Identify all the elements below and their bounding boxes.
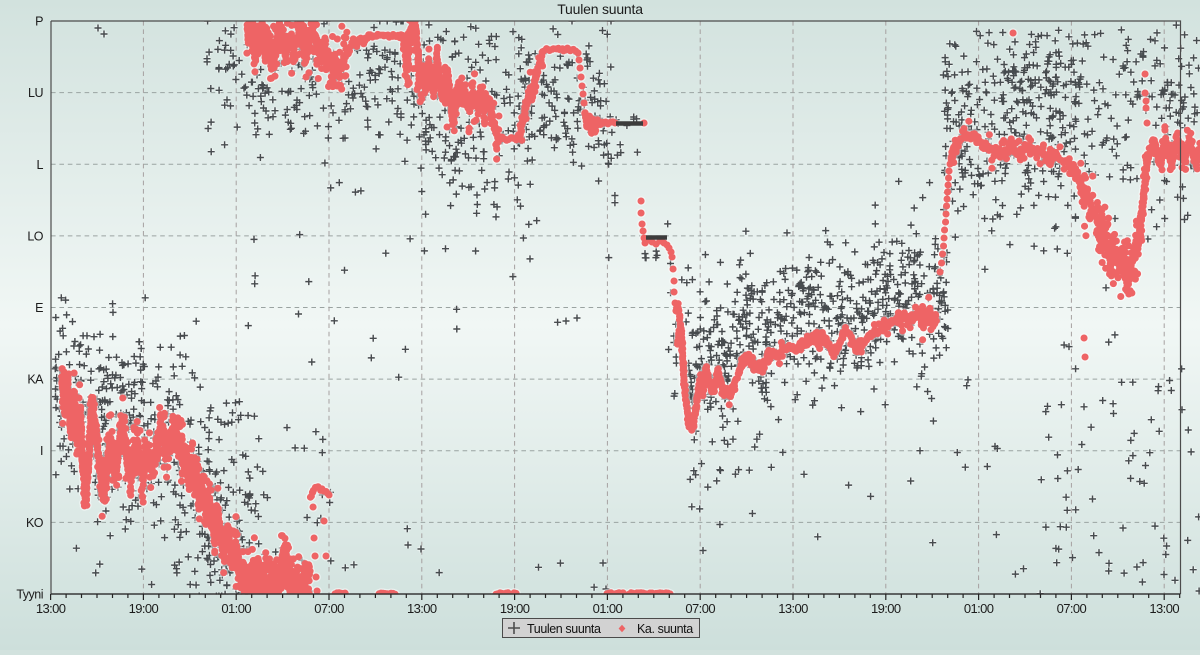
svg-text:E: E [35, 301, 43, 315]
svg-text:07:00: 07:00 [685, 601, 715, 616]
svg-text:01:00: 01:00 [221, 601, 251, 616]
svg-text:19:00: 19:00 [500, 601, 530, 616]
svg-text:Tuulen suunta: Tuulen suunta [527, 622, 601, 636]
svg-text:KO: KO [26, 516, 44, 530]
svg-text:I: I [40, 444, 43, 458]
svg-text:07:00: 07:00 [314, 601, 344, 616]
svg-text:01:00: 01:00 [593, 601, 623, 616]
svg-text:LU: LU [28, 86, 43, 100]
svg-text:Tyyni: Tyyni [16, 588, 43, 602]
svg-text:L: L [37, 158, 44, 172]
svg-text:07:00: 07:00 [1057, 601, 1087, 616]
svg-text:01:00: 01:00 [964, 601, 994, 616]
svg-text:KA: KA [27, 373, 44, 387]
svg-text:13:00: 13:00 [778, 601, 808, 616]
svg-text:P: P [35, 15, 43, 29]
svg-text:Ka. suunta: Ka. suunta [637, 622, 693, 636]
svg-text:13:00: 13:00 [1149, 601, 1179, 616]
svg-text:13:00: 13:00 [407, 601, 437, 616]
svg-text:LO: LO [27, 229, 43, 243]
svg-text:Tuulen suunta: Tuulen suunta [557, 1, 643, 17]
svg-text:13:00: 13:00 [36, 601, 66, 616]
svg-text:19:00: 19:00 [129, 601, 159, 616]
svg-text:19:00: 19:00 [871, 601, 901, 616]
